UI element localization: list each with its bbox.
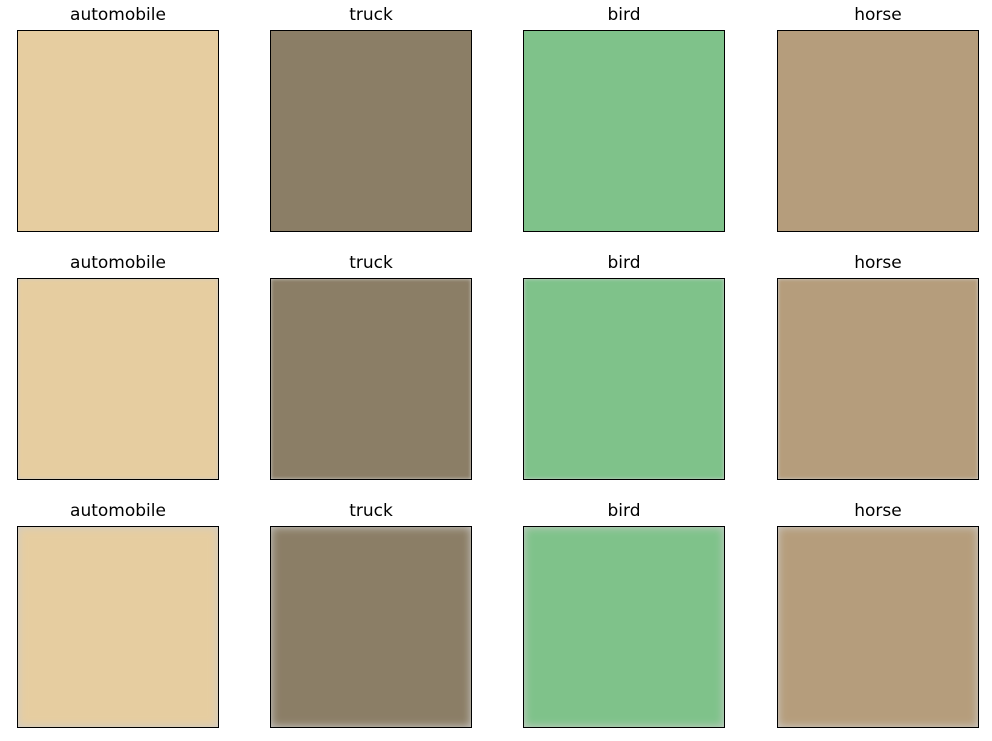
grid-cell: automobile [17, 2, 219, 234]
image-label: truck [349, 5, 393, 25]
image-label: bird [607, 253, 641, 273]
truck-image [270, 278, 472, 480]
automobile-image [17, 278, 219, 480]
image-label: truck [349, 501, 393, 521]
horse-image [777, 526, 979, 728]
grid-cell: automobile [17, 250, 219, 482]
grid-cell: truck [270, 250, 472, 482]
truck-image [270, 30, 472, 232]
image-label: automobile [70, 501, 166, 521]
grid-cell: automobile [17, 498, 219, 730]
image-label: horse [854, 501, 902, 521]
grid-cell: bird [523, 250, 725, 482]
grid-cell: horse [777, 498, 979, 730]
grid-cell: truck [270, 2, 472, 234]
grid-cell: truck [270, 498, 472, 730]
image-label: horse [854, 253, 902, 273]
truck-image [270, 526, 472, 728]
image-label: bird [607, 5, 641, 25]
horse-image [777, 278, 979, 480]
image-label: automobile [70, 5, 166, 25]
image-label: bird [607, 501, 641, 521]
horse-image [777, 30, 979, 232]
grid-cell: horse [777, 2, 979, 234]
image-label: horse [854, 5, 902, 25]
grid-cell: bird [523, 498, 725, 730]
automobile-image [17, 526, 219, 728]
image-label: automobile [70, 253, 166, 273]
grid-cell: horse [777, 250, 979, 482]
bird-image [523, 526, 725, 728]
grid-cell: bird [523, 2, 725, 234]
bird-image [523, 278, 725, 480]
bird-image [523, 30, 725, 232]
image-label: truck [349, 253, 393, 273]
automobile-image [17, 30, 219, 232]
